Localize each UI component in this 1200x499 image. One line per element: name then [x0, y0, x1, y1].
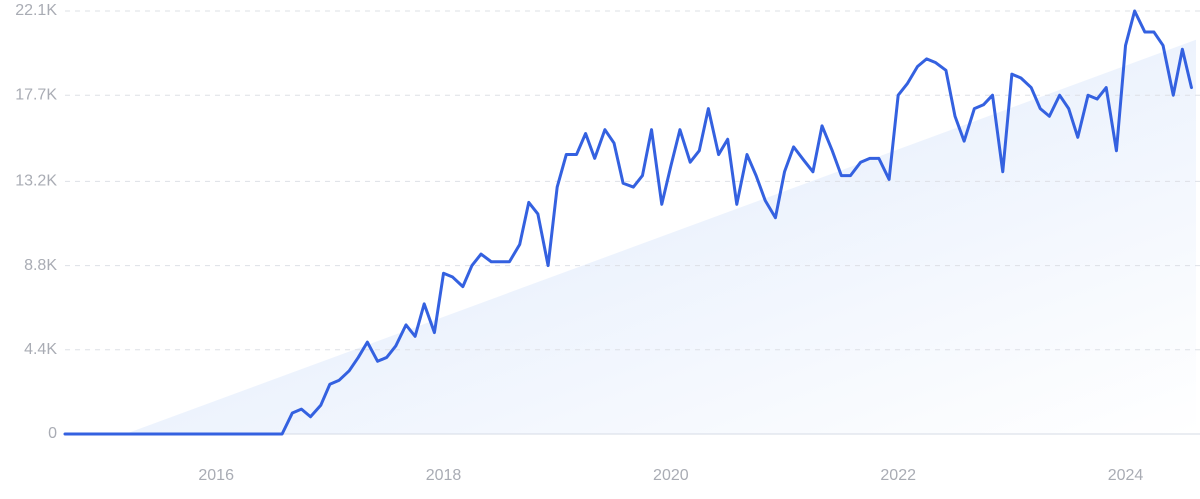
y-tick-label: 17.7K	[15, 86, 57, 103]
y-tick-label: 22.1K	[15, 2, 57, 19]
x-tick-label: 2024	[1108, 467, 1144, 484]
y-tick-label: 4.4K	[24, 341, 57, 358]
y-tick-label: 0	[48, 425, 57, 442]
x-tick-label: 2020	[653, 467, 689, 484]
data-line	[63, 9, 1193, 436]
trend-area	[125, 39, 1196, 434]
x-tick-label: 2016	[198, 467, 234, 484]
y-tick-label: 8.8K	[24, 257, 57, 274]
x-tick-label: 2022	[880, 467, 916, 484]
y-tick-label: 13.2K	[15, 173, 57, 190]
x-tick-label: 2018	[426, 467, 462, 484]
